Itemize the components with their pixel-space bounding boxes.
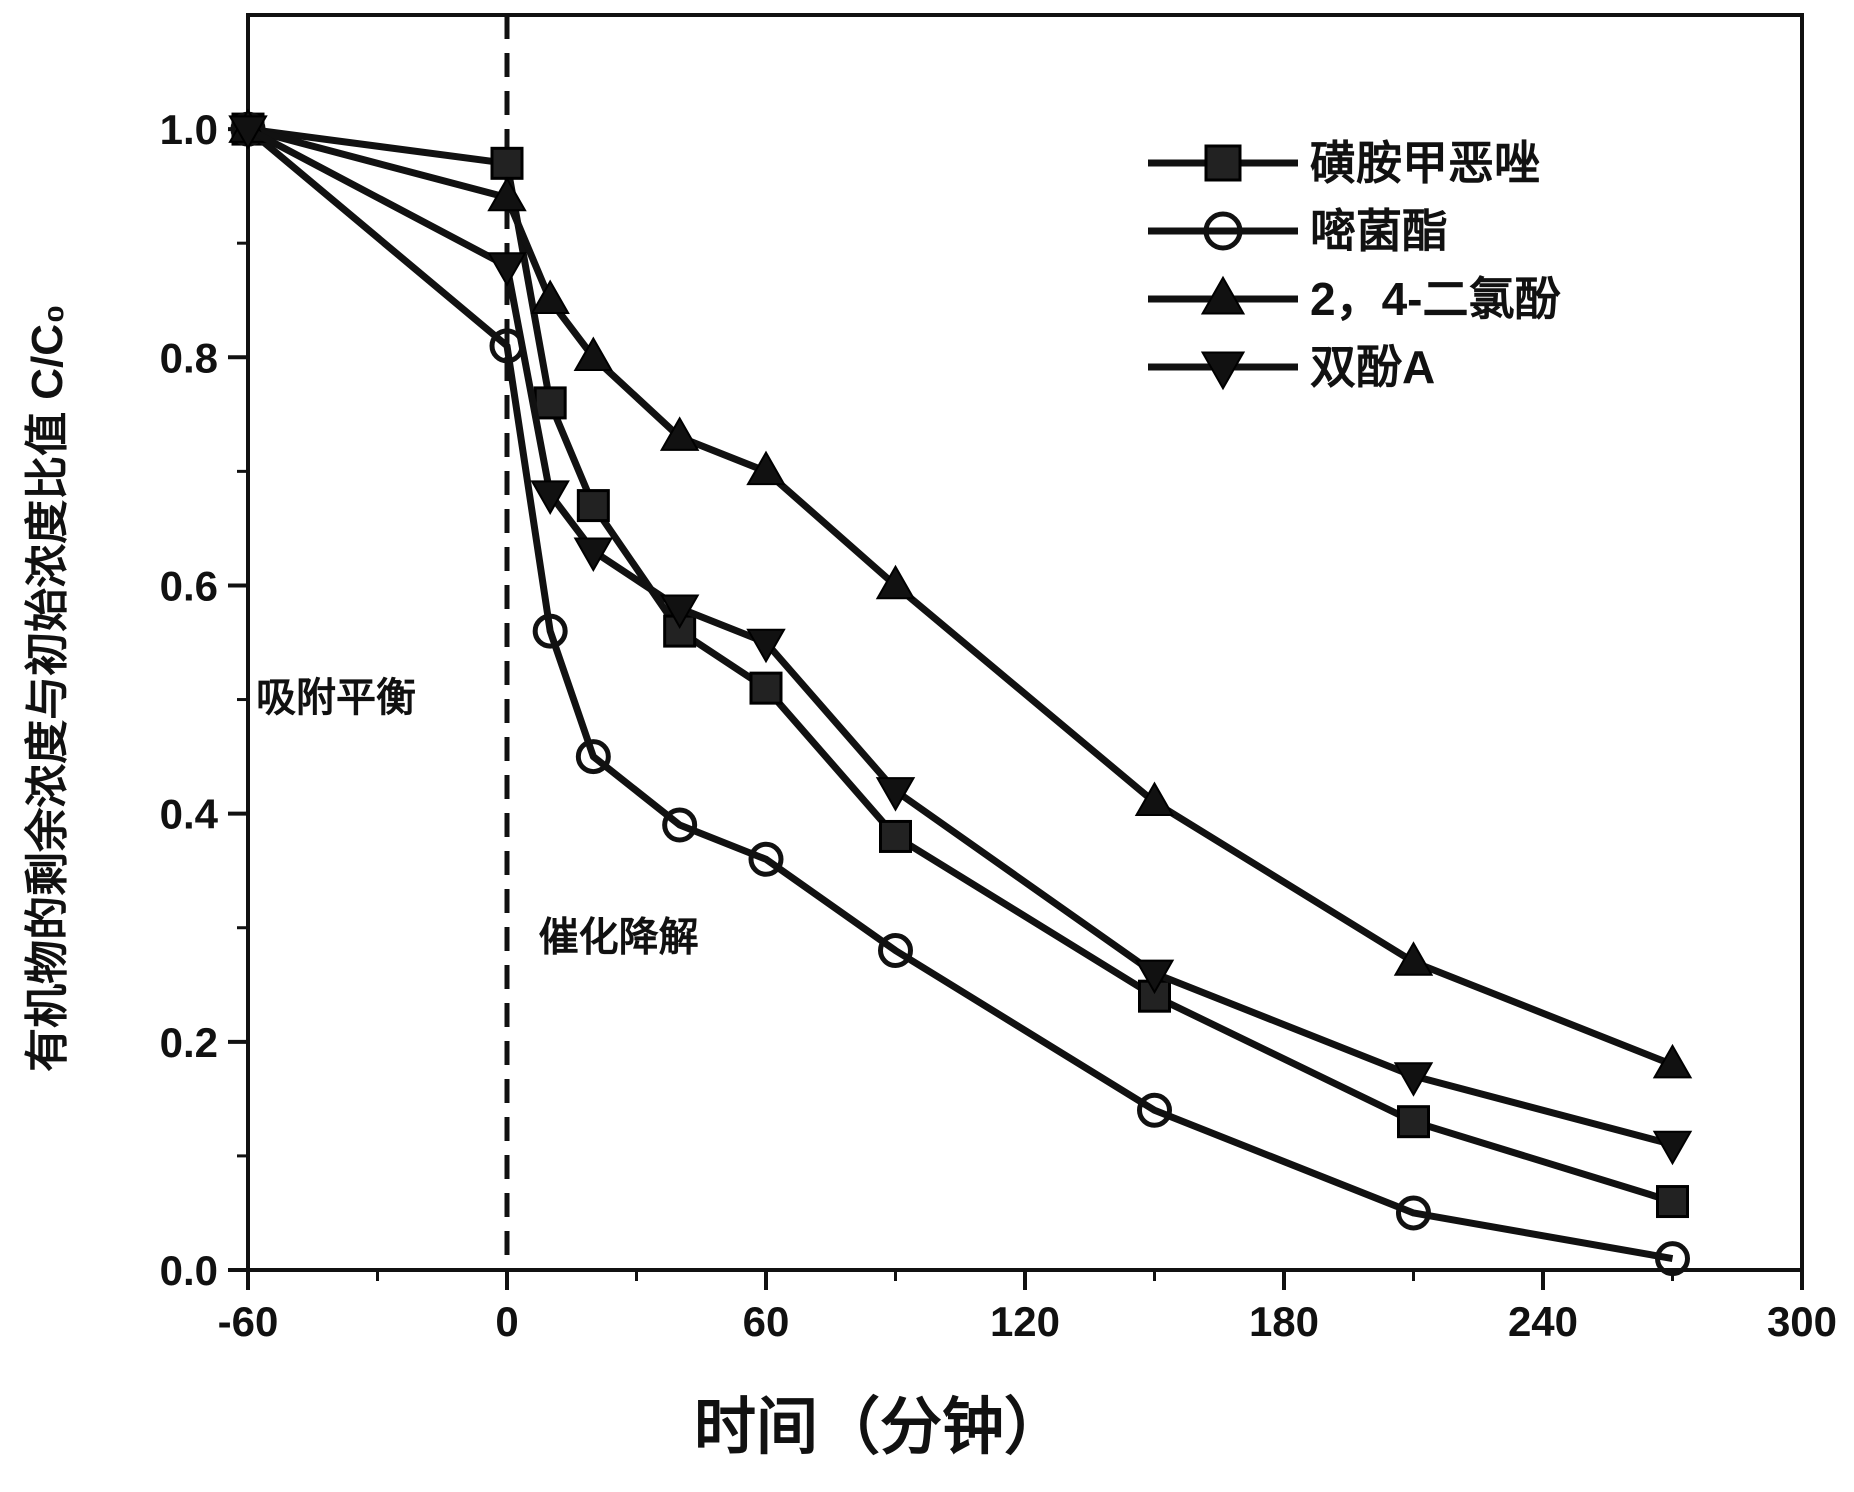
data-point-triangle-up xyxy=(1393,941,1434,976)
x-tick-label: 240 xyxy=(1508,1298,1578,1345)
y-axis-title: 有机物的剩余浓度与初始浓度比值 C/C₀ xyxy=(22,304,72,1072)
series-line xyxy=(245,126,1674,1263)
x-tick-label: 120 xyxy=(990,1298,1060,1345)
data-point-triangle-down xyxy=(1652,1130,1693,1166)
data-point-circle xyxy=(878,933,913,969)
data-point-circle xyxy=(662,807,698,843)
data-point-triangle-down xyxy=(1200,351,1246,391)
series-line xyxy=(247,125,1674,1205)
legend-label: 2，4-二氯酚 xyxy=(1310,273,1561,325)
data-point-circle xyxy=(532,613,568,649)
series-3 xyxy=(228,108,1693,1079)
annotation-adsorption: 吸附平衡 xyxy=(256,676,416,720)
x-tick-label: 300 xyxy=(1767,1298,1837,1345)
data-point-square xyxy=(749,671,783,705)
data-point-circle xyxy=(748,841,784,877)
legend-label: 磺胺甲恶唑 xyxy=(1310,137,1540,189)
plot-frame xyxy=(246,13,1804,1272)
y-tick-label: 0.4 xyxy=(160,791,219,838)
legend-item-4: 双酚A xyxy=(1148,341,1435,393)
y-tick-label: 0.2 xyxy=(160,1019,218,1066)
data-point-square xyxy=(1204,144,1242,182)
data-point-triangle-down xyxy=(659,594,700,630)
data-point-square xyxy=(576,489,610,523)
data-point-triangle-down xyxy=(746,628,786,664)
series-group xyxy=(228,108,1693,1277)
y-tick-label: 0.0 xyxy=(160,1247,218,1294)
data-point-triangle-up xyxy=(573,336,614,372)
series-2 xyxy=(230,111,1690,1277)
data-point-square xyxy=(879,819,912,853)
data-point-triangle-down xyxy=(228,115,268,150)
x-tick-label: 0 xyxy=(495,1298,518,1345)
series-line xyxy=(247,125,1674,1068)
data-point-triangle-up xyxy=(875,564,916,600)
annotation-degradation: 催化降解 xyxy=(539,916,699,960)
data-point-triangle-down xyxy=(1393,1062,1434,1097)
data-point-triangle-down xyxy=(875,777,916,812)
legend-item-1: 磺胺甲恶唑 xyxy=(1148,137,1540,189)
series-4 xyxy=(228,115,1693,1166)
legend-label: 双酚A xyxy=(1310,341,1435,393)
y-tick-label: 1.0 xyxy=(160,106,218,153)
legend-item-2: 嘧菌酯 xyxy=(1148,205,1448,257)
data-point-square xyxy=(533,386,567,420)
axes: -60 0 60 120 180 240 300 0.0 0.2 0.4 0.6 0.8 1.0 xyxy=(160,13,1837,1345)
x-tick-label: 60 xyxy=(743,1298,790,1345)
data-point-triangle-up xyxy=(1134,781,1175,816)
data-point-square xyxy=(490,146,524,180)
data-point-circle xyxy=(1396,1195,1431,1231)
data-point-triangle-up xyxy=(1200,275,1246,315)
data-point-circle xyxy=(1137,1092,1172,1128)
data-point-circle xyxy=(1203,211,1243,251)
data-point-triangle-up xyxy=(659,416,700,451)
legend-item-3: 2，4-二氯酚 xyxy=(1148,273,1561,325)
data-point-triangle-down xyxy=(573,537,614,572)
x-tick-label: 180 xyxy=(1249,1298,1319,1345)
y-tick-label: 0.8 xyxy=(160,334,218,381)
data-point-triangle-down xyxy=(530,480,570,515)
x-tick-label: -60 xyxy=(218,1298,279,1345)
data-point-triangle-up xyxy=(746,450,786,486)
data-point-triangle-down xyxy=(1134,959,1175,995)
y-tick-label: 0.6 xyxy=(160,562,218,609)
data-point-triangle-up xyxy=(530,279,570,314)
series-line xyxy=(246,125,1674,1148)
data-point-triangle-up xyxy=(1652,1043,1693,1079)
legend-label: 嘧菌酯 xyxy=(1310,205,1448,257)
data-point-triangle-down xyxy=(487,252,527,287)
x-axis-title: 时间（分钟） xyxy=(694,1392,1066,1462)
data-point-circle xyxy=(1655,1241,1690,1277)
data-point-square xyxy=(1397,1105,1430,1139)
data-point-square xyxy=(1656,1185,1689,1219)
data-point-triangle-up xyxy=(487,176,527,212)
data-point-circle xyxy=(575,739,611,775)
